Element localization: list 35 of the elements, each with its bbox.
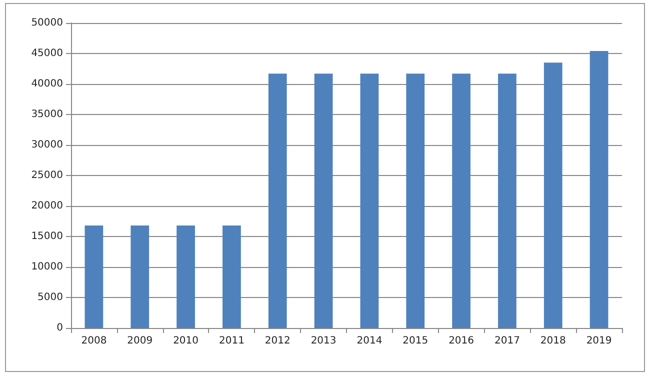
bar [268,74,287,328]
bar [590,51,608,328]
bar [360,74,379,328]
bar [544,62,562,328]
x-tick-label: 2011 [218,336,244,346]
y-tick-label: 25000 [31,170,63,181]
y-tick-label: 10000 [31,262,63,272]
bar [314,74,333,328]
x-tick-label: 2016 [448,336,474,346]
x-tick-label: 2008 [81,336,107,346]
bar [130,226,150,328]
x-tick-label: 2019 [586,336,612,346]
x-tick-label: 2014 [356,336,382,346]
y-tick-label: 45000 [31,48,63,59]
bar [222,226,241,328]
y-tick-label: 40000 [31,78,63,90]
y-tick-label: 15000 [31,231,63,242]
bar [176,226,195,328]
x-tick-label: 2017 [494,336,520,346]
x-tick-label: 2010 [173,336,199,346]
x-tick-label: 2015 [402,336,428,346]
y-tick-label: 35000 [31,109,63,120]
bar [452,74,470,328]
x-tick-label: 2018 [540,336,566,346]
x-tick-label: 2013 [310,336,336,346]
bar [406,74,425,328]
bar [498,74,516,328]
y-tick-label: 5000 [38,292,63,303]
x-tick-label: 2009 [127,336,153,346]
bar [84,226,104,328]
y-tick-label: 20000 [31,200,63,212]
y-tick-label: 30000 [31,140,63,150]
y-tick-label: 50000 [31,18,63,28]
x-tick-label: 2012 [264,336,290,346]
y-tick-label: 0 [56,322,63,334]
